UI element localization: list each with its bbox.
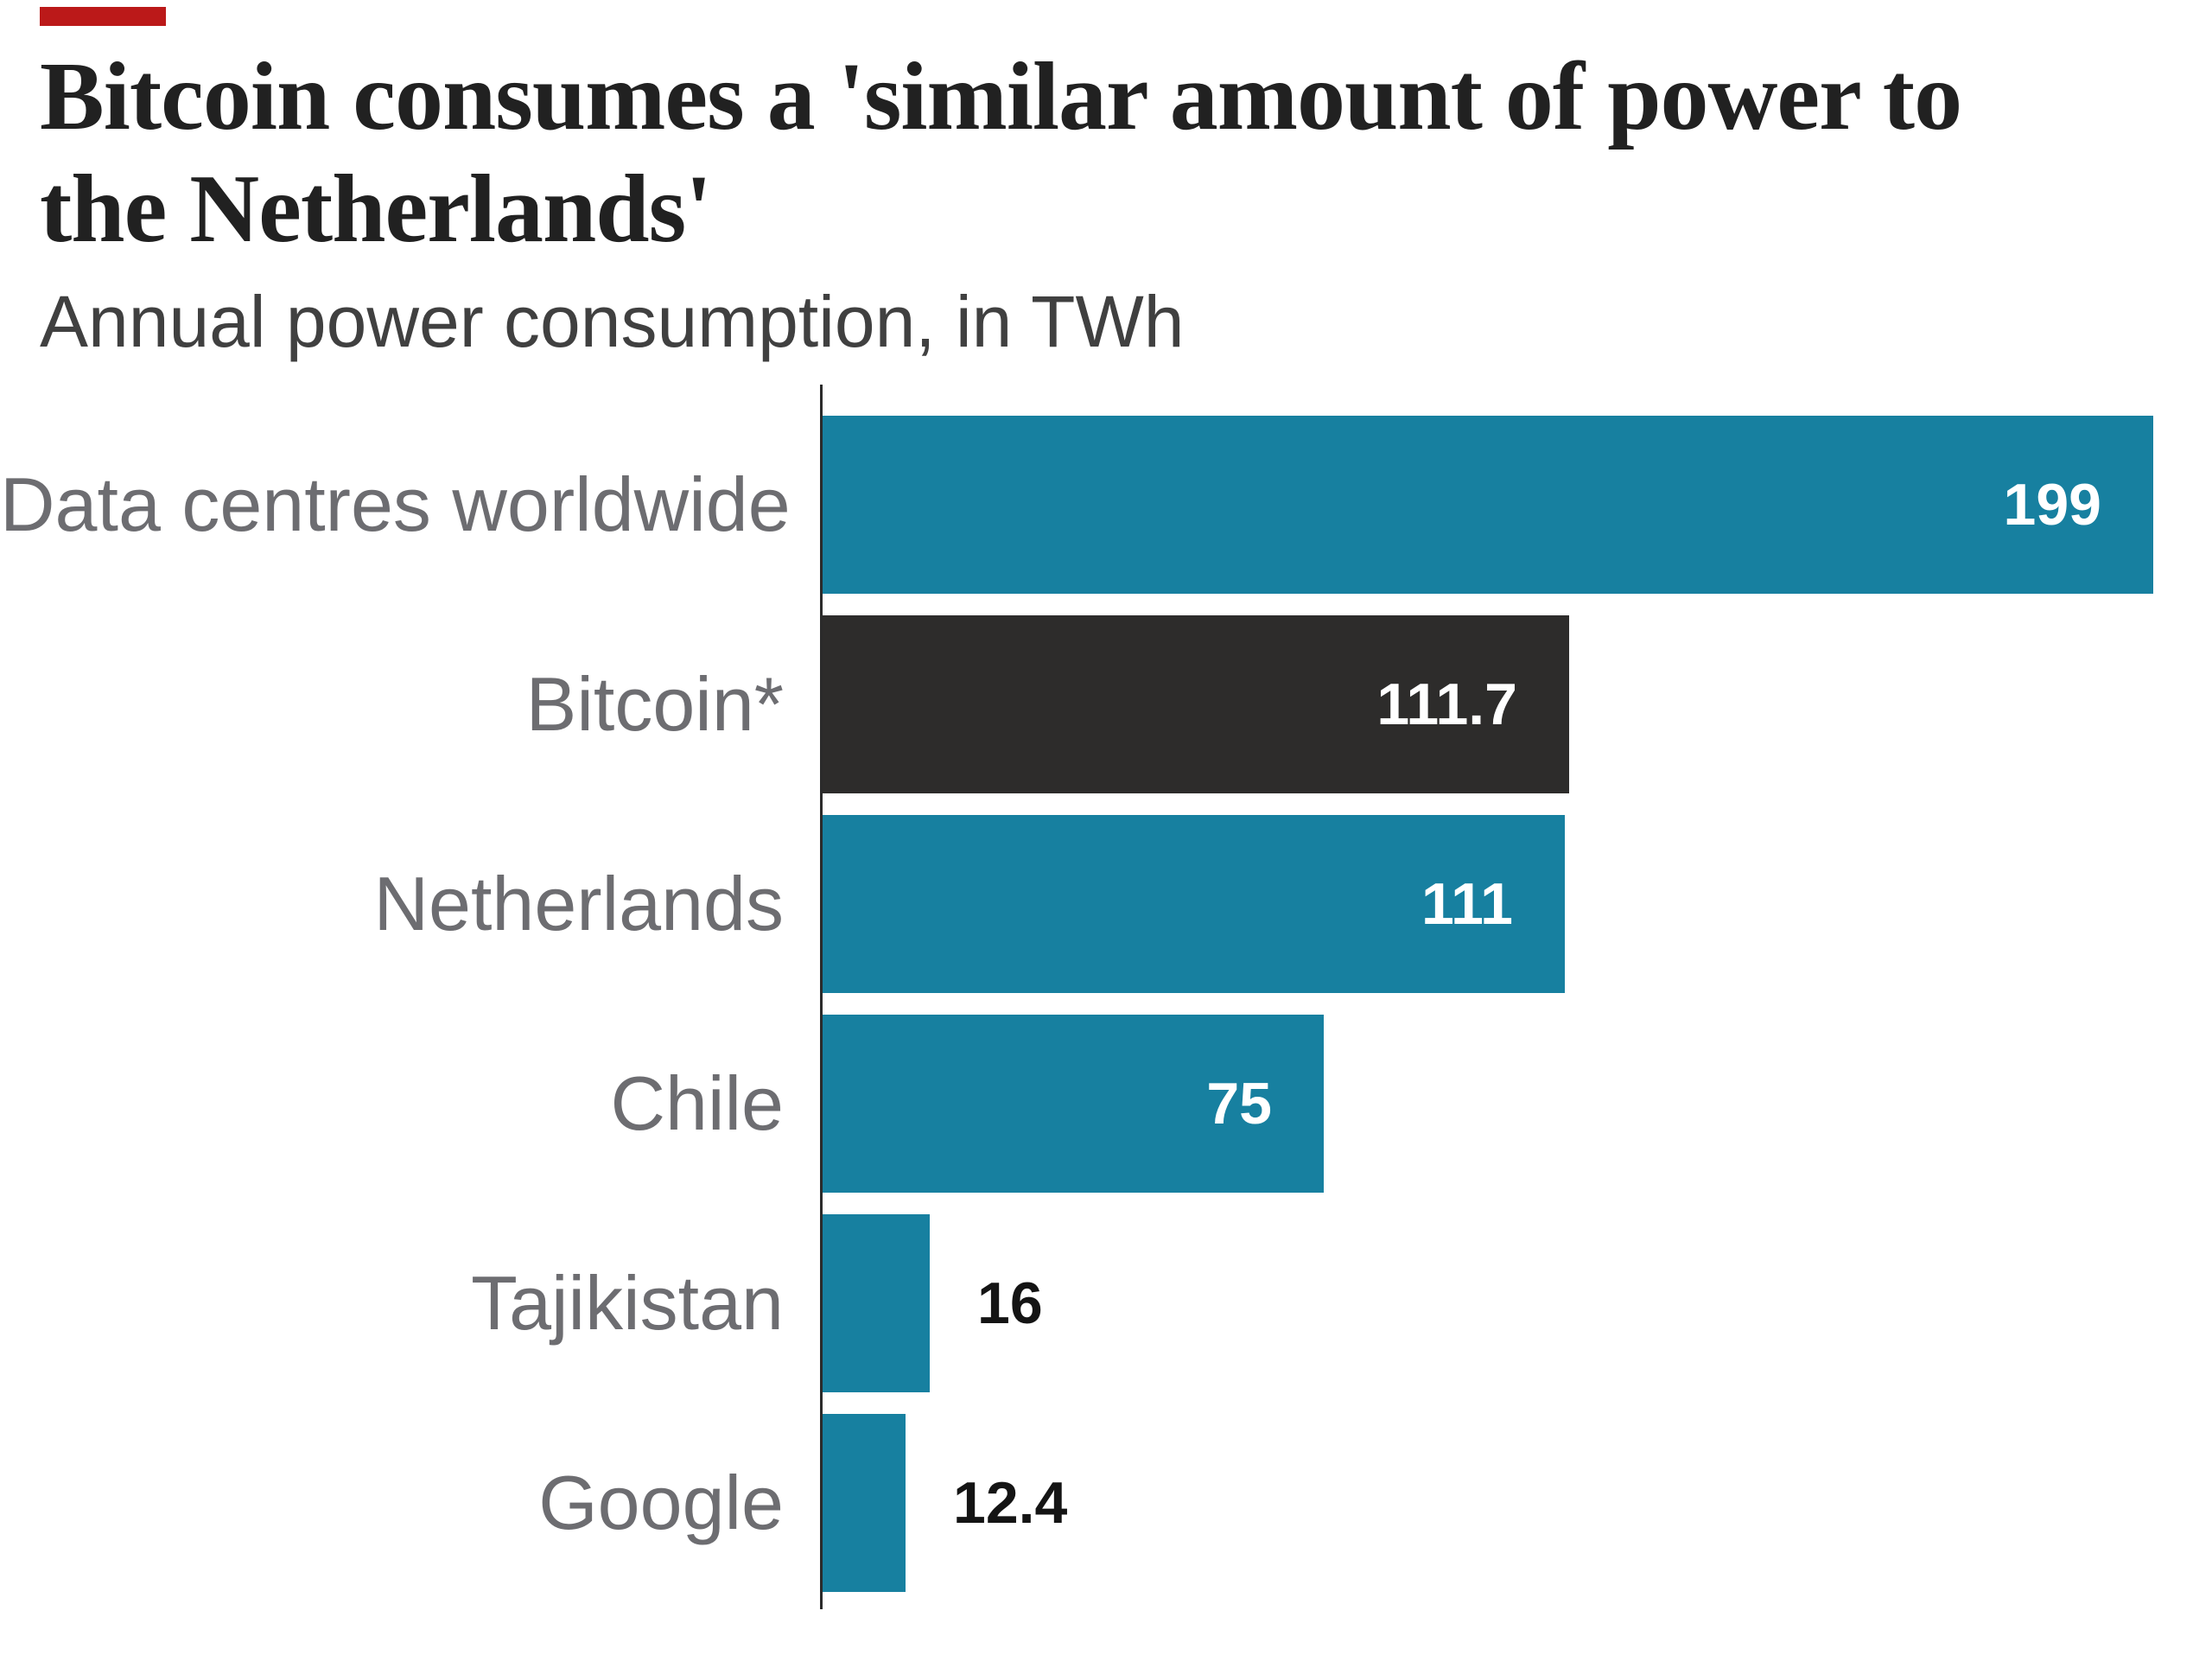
value-label: 111 — [1421, 871, 1513, 937]
y-axis-line — [820, 385, 823, 1609]
category-label: Chile — [610, 1060, 784, 1146]
bar — [823, 1414, 906, 1592]
bbc-red-ident-bar — [40, 7, 166, 26]
category-label: Google — [538, 1460, 784, 1545]
chart-subtitle: Annual power consumption, in TWh — [40, 281, 1185, 362]
value-label: 199 — [2003, 472, 2101, 538]
bar-row: Bitcoin* 111.7 — [0, 615, 2212, 793]
value-label: 75 — [1206, 1071, 1272, 1136]
bar-row: Chile 75 — [0, 1015, 2212, 1193]
bar-row: Data centres worldwide 199 — [0, 416, 2212, 594]
category-label: Bitcoin* — [525, 661, 784, 747]
bar — [823, 1214, 930, 1392]
page-title: Bitcoin consumes a 'similar amount of po… — [40, 43, 1962, 263]
category-label: Data centres worldwide — [0, 462, 791, 547]
bar — [823, 815, 1565, 993]
value-label: 12.4 — [953, 1470, 1068, 1536]
bar — [823, 615, 1569, 793]
bar-chart-area: Data centres worldwide 199 Bitcoin* 111.7 Ne… — [0, 385, 2212, 1609]
bar — [823, 416, 2153, 594]
bar — [823, 1015, 1324, 1193]
category-label: Netherlands — [373, 861, 784, 946]
bar-row: Netherlands 111 — [0, 815, 2212, 993]
value-label: 111.7 — [1376, 672, 1517, 737]
bar-row: Google 12.4 — [0, 1414, 2212, 1592]
category-label: Tajikistan — [471, 1260, 784, 1346]
bar-row: Tajikistan 16 — [0, 1214, 2212, 1392]
value-label: 16 — [977, 1270, 1043, 1336]
